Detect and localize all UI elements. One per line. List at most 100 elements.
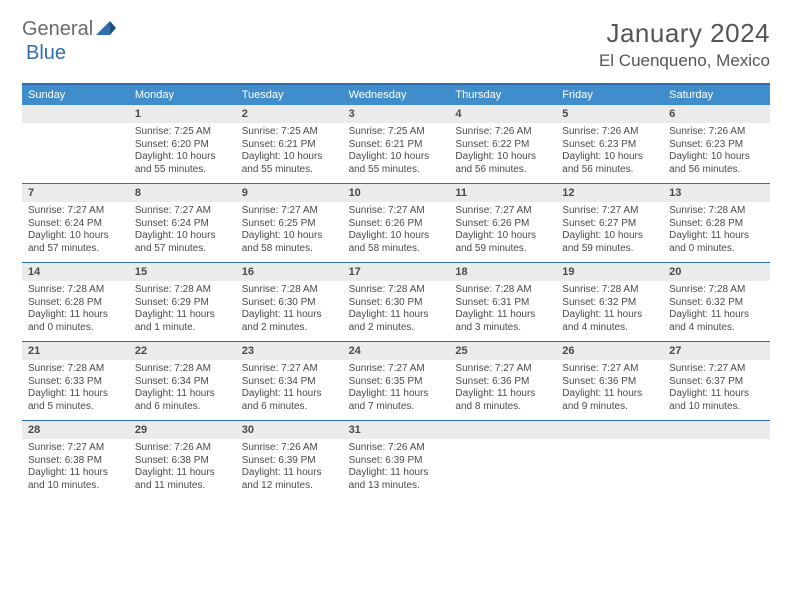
- day-cell: 4Sunrise: 7:26 AMSunset: 6:22 PMDaylight…: [449, 105, 556, 183]
- week-row: 14Sunrise: 7:28 AMSunset: 6:28 PMDayligh…: [22, 263, 770, 342]
- day-number: 14: [22, 263, 129, 281]
- day-detail-line: Sunrise: 7:27 AM: [343, 363, 450, 376]
- day-detail-line: Daylight: 10 hours: [663, 151, 770, 164]
- day-detail-line: Daylight: 10 hours: [449, 230, 556, 243]
- day-number: 23: [236, 342, 343, 360]
- day-detail-line: Sunrise: 7:25 AM: [343, 126, 450, 139]
- day-detail-line: Sunrise: 7:28 AM: [236, 284, 343, 297]
- day-detail-line: and 2 minutes.: [343, 322, 450, 335]
- day-detail-line: Daylight: 10 hours: [22, 230, 129, 243]
- dow-tuesday: Tuesday: [236, 85, 343, 105]
- day-detail-line: and 57 minutes.: [129, 243, 236, 256]
- day-detail-line: and 1 minute.: [129, 322, 236, 335]
- day-cell: 30Sunrise: 7:26 AMSunset: 6:39 PMDayligh…: [236, 421, 343, 499]
- day-number: 26: [556, 342, 663, 360]
- dow-friday: Friday: [556, 85, 663, 105]
- day-cell: 15Sunrise: 7:28 AMSunset: 6:29 PMDayligh…: [129, 263, 236, 341]
- day-number: 22: [129, 342, 236, 360]
- day-detail-line: Sunset: 6:39 PM: [236, 455, 343, 468]
- day-detail-line: and 4 minutes.: [556, 322, 663, 335]
- day-detail-line: Sunset: 6:26 PM: [449, 218, 556, 231]
- day-detail-line: and 56 minutes.: [556, 164, 663, 177]
- day-number: [449, 421, 556, 439]
- day-detail-line: Daylight: 11 hours: [22, 309, 129, 322]
- day-detail-line: Sunrise: 7:28 AM: [129, 284, 236, 297]
- day-cell: 11Sunrise: 7:27 AMSunset: 6:26 PMDayligh…: [449, 184, 556, 262]
- day-detail-line: Sunset: 6:21 PM: [343, 139, 450, 152]
- day-detail-line: Daylight: 11 hours: [236, 388, 343, 401]
- day-detail-line: and 7 minutes.: [343, 401, 450, 414]
- day-detail-line: Sunset: 6:23 PM: [663, 139, 770, 152]
- day-cell: 20Sunrise: 7:28 AMSunset: 6:32 PMDayligh…: [663, 263, 770, 341]
- day-detail-line: Sunset: 6:27 PM: [556, 218, 663, 231]
- day-cell: 28Sunrise: 7:27 AMSunset: 6:38 PMDayligh…: [22, 421, 129, 499]
- day-number: 4: [449, 105, 556, 123]
- day-detail-line: Sunset: 6:30 PM: [343, 297, 450, 310]
- day-detail-line: and 3 minutes.: [449, 322, 556, 335]
- day-detail-line: and 0 minutes.: [22, 322, 129, 335]
- day-detail-line: Sunset: 6:25 PM: [236, 218, 343, 231]
- day-number: 11: [449, 184, 556, 202]
- day-number: 28: [22, 421, 129, 439]
- day-detail-line: Daylight: 11 hours: [343, 309, 450, 322]
- day-detail-line: and 2 minutes.: [236, 322, 343, 335]
- logo-text-blue: Blue: [26, 42, 66, 64]
- day-cell: 1Sunrise: 7:25 AMSunset: 6:20 PMDaylight…: [129, 105, 236, 183]
- day-detail-line: Daylight: 10 hours: [129, 151, 236, 164]
- day-detail-line: Sunrise: 7:26 AM: [663, 126, 770, 139]
- day-cell: 23Sunrise: 7:27 AMSunset: 6:34 PMDayligh…: [236, 342, 343, 420]
- day-detail-line: Sunrise: 7:26 AM: [236, 442, 343, 455]
- day-cell: 25Sunrise: 7:27 AMSunset: 6:36 PMDayligh…: [449, 342, 556, 420]
- day-detail-line: Daylight: 11 hours: [236, 309, 343, 322]
- day-cell: 12Sunrise: 7:27 AMSunset: 6:27 PMDayligh…: [556, 184, 663, 262]
- day-detail-line: Sunset: 6:24 PM: [129, 218, 236, 231]
- day-detail-line: Daylight: 11 hours: [663, 388, 770, 401]
- day-detail-line: Daylight: 10 hours: [343, 151, 450, 164]
- day-detail-line: Sunset: 6:35 PM: [343, 376, 450, 389]
- day-detail-line: Sunrise: 7:25 AM: [236, 126, 343, 139]
- day-cell: 10Sunrise: 7:27 AMSunset: 6:26 PMDayligh…: [343, 184, 450, 262]
- day-number: 1: [129, 105, 236, 123]
- day-detail-line: Sunset: 6:24 PM: [22, 218, 129, 231]
- day-detail-line: Sunrise: 7:25 AM: [129, 126, 236, 139]
- day-detail-line: Sunset: 6:32 PM: [663, 297, 770, 310]
- logo-triangle-icon: [96, 21, 116, 35]
- day-number: 9: [236, 184, 343, 202]
- day-detail-line: Daylight: 11 hours: [556, 388, 663, 401]
- day-number: 25: [449, 342, 556, 360]
- day-detail-line: Daylight: 11 hours: [129, 388, 236, 401]
- dow-thursday: Thursday: [449, 85, 556, 105]
- day-detail-line: and 11 minutes.: [129, 480, 236, 493]
- day-cell: 31Sunrise: 7:26 AMSunset: 6:39 PMDayligh…: [343, 421, 450, 499]
- day-detail-line: Sunset: 6:34 PM: [129, 376, 236, 389]
- day-cell: 27Sunrise: 7:27 AMSunset: 6:37 PMDayligh…: [663, 342, 770, 420]
- day-detail-line: Sunset: 6:23 PM: [556, 139, 663, 152]
- day-detail-line: Daylight: 11 hours: [556, 309, 663, 322]
- day-number: 2: [236, 105, 343, 123]
- day-detail-line: Daylight: 11 hours: [129, 467, 236, 480]
- day-detail-line: Sunset: 6:21 PM: [236, 139, 343, 152]
- day-detail-line: Sunset: 6:39 PM: [343, 455, 450, 468]
- day-number: 8: [129, 184, 236, 202]
- day-cell: 3Sunrise: 7:25 AMSunset: 6:21 PMDaylight…: [343, 105, 450, 183]
- day-detail-line: and 8 minutes.: [449, 401, 556, 414]
- day-detail-line: Daylight: 10 hours: [236, 230, 343, 243]
- day-cell: 21Sunrise: 7:28 AMSunset: 6:33 PMDayligh…: [22, 342, 129, 420]
- day-detail-line: Sunset: 6:33 PM: [22, 376, 129, 389]
- day-number: 30: [236, 421, 343, 439]
- day-number: 5: [556, 105, 663, 123]
- day-detail-line: Sunrise: 7:26 AM: [343, 442, 450, 455]
- day-detail-line: and 10 minutes.: [663, 401, 770, 414]
- day-detail-line: Sunrise: 7:28 AM: [22, 284, 129, 297]
- day-detail-line: Sunrise: 7:28 AM: [556, 284, 663, 297]
- day-cell: 8Sunrise: 7:27 AMSunset: 6:24 PMDaylight…: [129, 184, 236, 262]
- day-detail-line: and 59 minutes.: [556, 243, 663, 256]
- day-detail-line: Sunrise: 7:27 AM: [236, 363, 343, 376]
- day-cell: [449, 421, 556, 499]
- day-number: 18: [449, 263, 556, 281]
- day-detail-line: and 10 minutes.: [22, 480, 129, 493]
- day-number: 19: [556, 263, 663, 281]
- day-detail-line: Daylight: 10 hours: [556, 151, 663, 164]
- dow-saturday: Saturday: [663, 85, 770, 105]
- day-number: 17: [343, 263, 450, 281]
